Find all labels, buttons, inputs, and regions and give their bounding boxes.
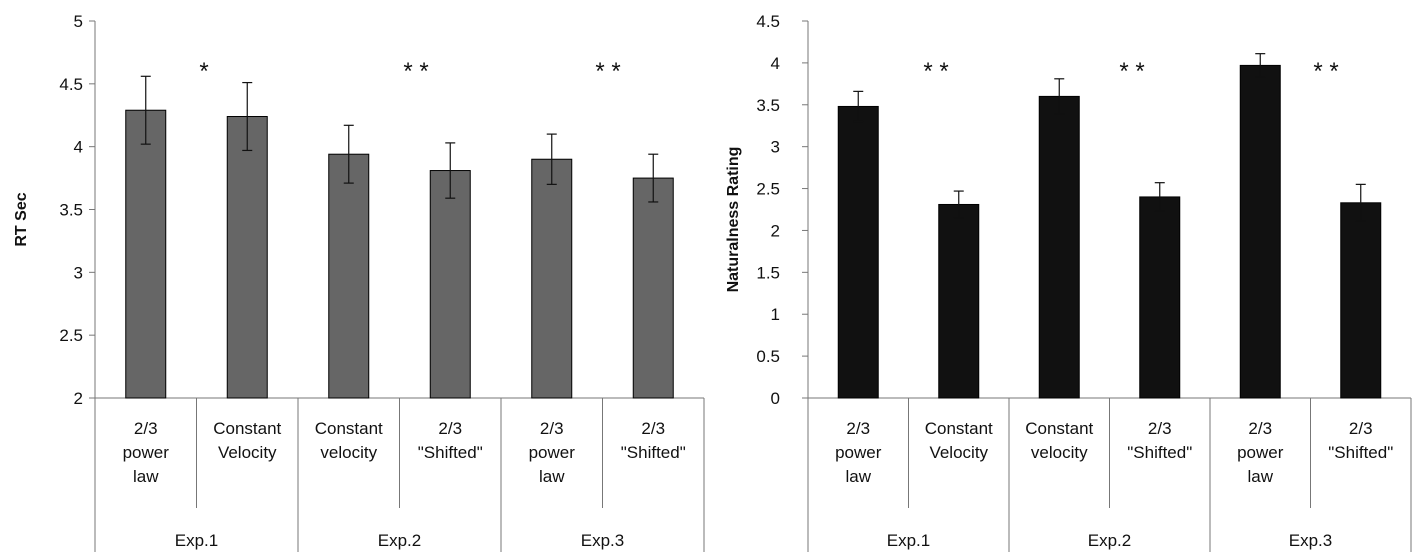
category-label: velocity bbox=[320, 443, 377, 462]
category-label: Constant bbox=[925, 419, 993, 438]
significance-marker: * * bbox=[1119, 58, 1144, 85]
bar bbox=[531, 158, 573, 399]
bar bbox=[1340, 202, 1382, 399]
group-label: Exp.3 bbox=[1289, 531, 1332, 550]
category-label: velocity bbox=[1031, 443, 1088, 462]
group-label: Exp.1 bbox=[175, 531, 218, 550]
category-label: 2/3 bbox=[438, 419, 462, 438]
y-tick-label: 3 bbox=[771, 138, 780, 157]
category-label: power bbox=[1237, 443, 1284, 462]
category-label: Velocity bbox=[929, 443, 988, 462]
bar bbox=[226, 116, 268, 399]
group-label: Exp.1 bbox=[887, 531, 930, 550]
category-label: law bbox=[133, 467, 159, 486]
category-label: 2/3 bbox=[846, 419, 870, 438]
y-axis-title: Naturalness Rating bbox=[725, 147, 742, 293]
category-label: 2/3 bbox=[1148, 419, 1172, 438]
bar bbox=[429, 170, 471, 399]
group-label: Exp.2 bbox=[378, 531, 421, 550]
y-tick-label: 4 bbox=[771, 54, 780, 73]
category-label: Constant bbox=[1025, 419, 1093, 438]
significance-marker: * * bbox=[1313, 58, 1338, 85]
bar bbox=[938, 203, 980, 399]
y-axis-title: RT Sec bbox=[13, 192, 30, 246]
y-tick-label: 4 bbox=[74, 138, 83, 157]
category-label: law bbox=[1247, 467, 1273, 486]
y-tick-label: 5 bbox=[74, 12, 83, 31]
significance-marker: * * bbox=[403, 58, 428, 85]
y-tick-label: 2 bbox=[771, 221, 780, 240]
category-label: law bbox=[539, 467, 565, 486]
category-label: power bbox=[529, 443, 576, 462]
y-tick-label: 0 bbox=[771, 389, 780, 408]
y-tick-label: 2.5 bbox=[59, 326, 83, 345]
category-label: 2/3 bbox=[540, 419, 564, 438]
significance-marker: * * bbox=[923, 58, 948, 85]
y-tick-label: 1.5 bbox=[756, 263, 780, 282]
bar bbox=[125, 109, 167, 399]
category-label: "Shifted" bbox=[1127, 443, 1192, 462]
bar bbox=[1038, 95, 1080, 399]
category-label: 2/3 bbox=[1248, 419, 1272, 438]
bar bbox=[1239, 64, 1281, 399]
category-label: power bbox=[123, 443, 170, 462]
y-tick-label: 2 bbox=[74, 389, 83, 408]
category-label: Constant bbox=[315, 419, 383, 438]
category-label: "Shifted" bbox=[418, 443, 483, 462]
category-label: law bbox=[845, 467, 871, 486]
y-tick-label: 3.5 bbox=[756, 96, 780, 115]
group-label: Exp.3 bbox=[581, 531, 624, 550]
y-tick-label: 3.5 bbox=[59, 201, 83, 220]
category-label: power bbox=[835, 443, 882, 462]
y-tick-label: 4.5 bbox=[756, 12, 780, 31]
y-tick-label: 1 bbox=[771, 305, 780, 324]
y-tick-label: 0.5 bbox=[756, 347, 780, 366]
significance-marker: * bbox=[199, 58, 208, 85]
significance-marker: * * bbox=[595, 58, 620, 85]
bar bbox=[837, 105, 879, 399]
bar bbox=[328, 153, 370, 399]
category-label: 2/3 bbox=[1349, 419, 1373, 438]
group-label: Exp.2 bbox=[1088, 531, 1131, 550]
rt-chart: 2 2.5 3 3.5 4 4.5 5 RT Sec 2/3 power law Constant Ve… bbox=[13, 12, 705, 552]
bar bbox=[632, 177, 674, 399]
bar bbox=[1139, 196, 1181, 399]
category-label: "Shifted" bbox=[621, 443, 686, 462]
category-label: "Shifted" bbox=[1328, 443, 1393, 462]
category-label: 2/3 bbox=[134, 419, 158, 438]
category-label: 2/3 bbox=[641, 419, 665, 438]
y-tick-label: 2.5 bbox=[756, 180, 780, 199]
y-tick-label: 3 bbox=[74, 263, 83, 282]
category-label: Constant bbox=[213, 419, 281, 438]
y-tick-label: 4.5 bbox=[59, 75, 83, 94]
naturalness-chart: 0 0.5 1 1.5 2 2.5 3 3.5 4 4.5 Naturalness Rating 2/… bbox=[725, 12, 1412, 552]
category-label: Velocity bbox=[218, 443, 277, 462]
